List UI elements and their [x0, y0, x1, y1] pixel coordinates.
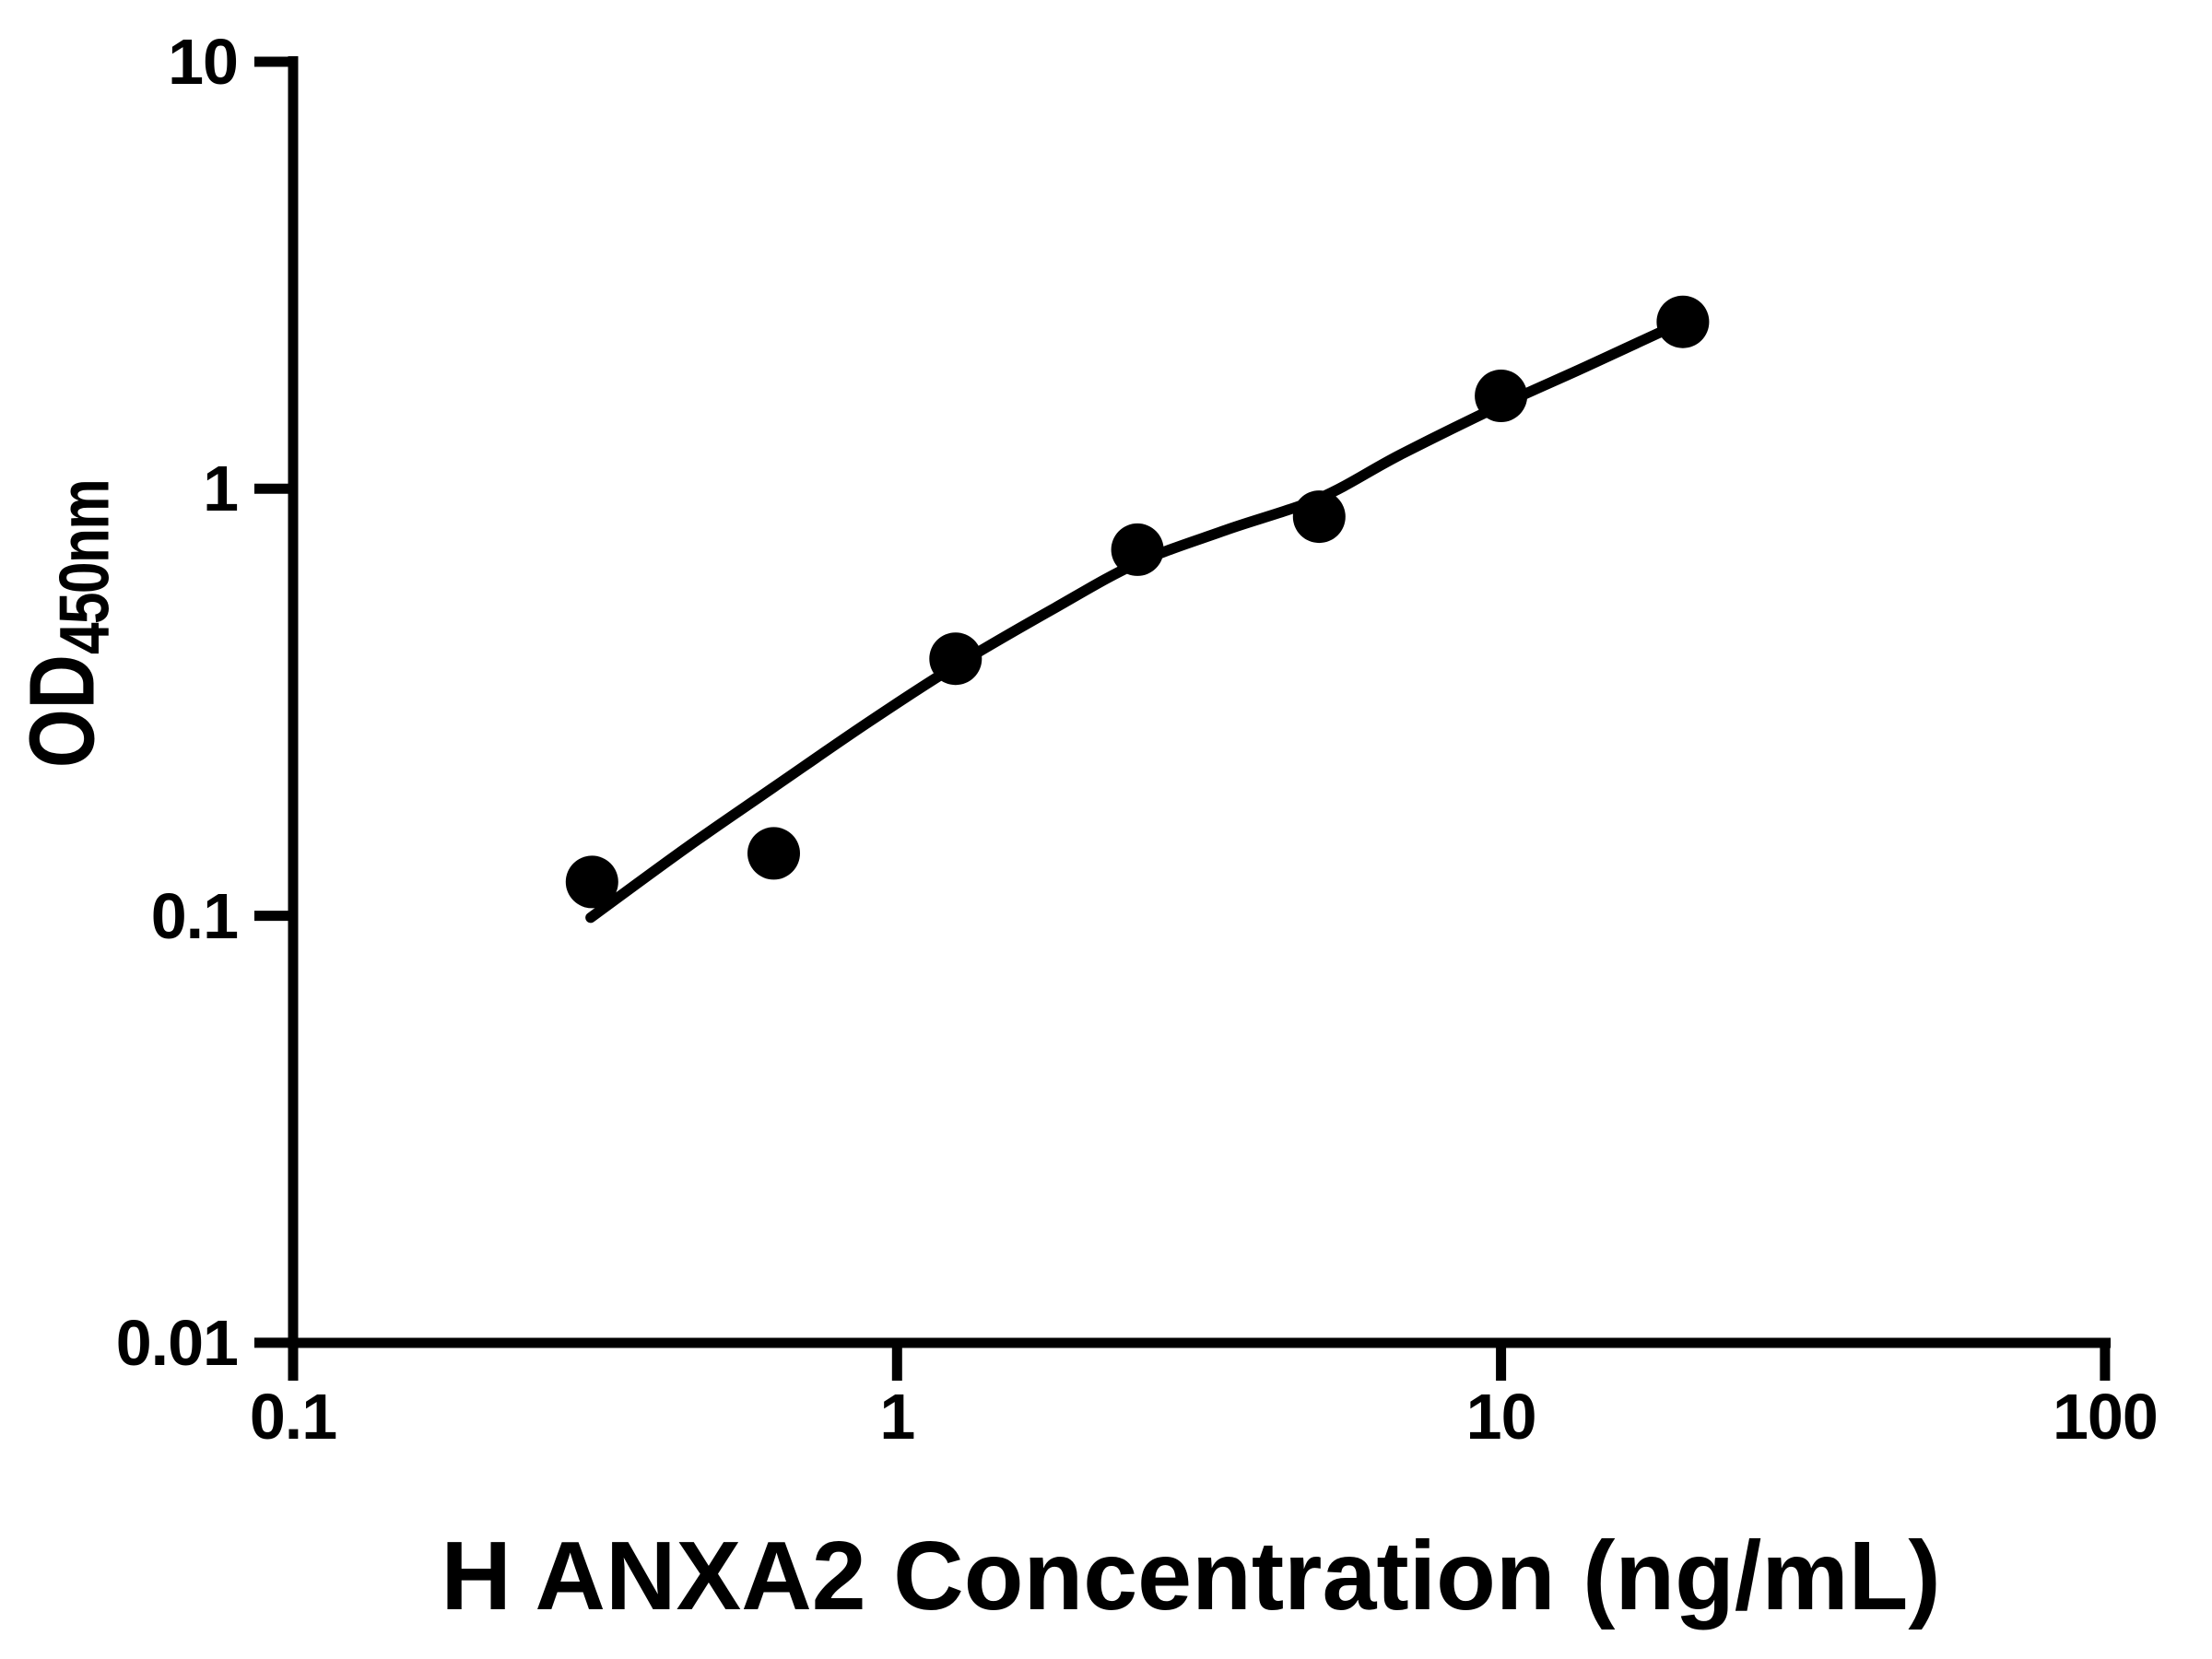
data-point: [1475, 370, 1528, 422]
x-tick-label: 10: [1465, 1381, 1537, 1453]
y-axis-title: OD450nm: [11, 479, 124, 768]
y-axis-title-main: OD: [10, 654, 114, 769]
y-tick-label: 0.01: [115, 1306, 239, 1379]
data-point: [565, 855, 618, 909]
y-tick-label: 1: [203, 453, 239, 525]
y-axis-title-subscript: 450nm: [45, 479, 124, 655]
x-axis-title: H ANXA2 Concentration (ng/mL): [441, 1522, 1941, 1630]
x-tick-label: 0.1: [249, 1381, 337, 1453]
data-point: [1111, 523, 1164, 576]
x-tick-label: 100: [2052, 1381, 2159, 1453]
data-point: [929, 632, 982, 686]
data-point: [1656, 295, 1710, 348]
x-tick-label: 1: [879, 1381, 915, 1453]
y-tick-label: 10: [168, 26, 239, 98]
data-point: [1292, 490, 1346, 544]
data-point: [747, 827, 800, 880]
axis-tick-marks: [254, 56, 2111, 1381]
axes-lines: [288, 56, 2111, 1348]
y-tick-label: 0.1: [150, 879, 239, 952]
